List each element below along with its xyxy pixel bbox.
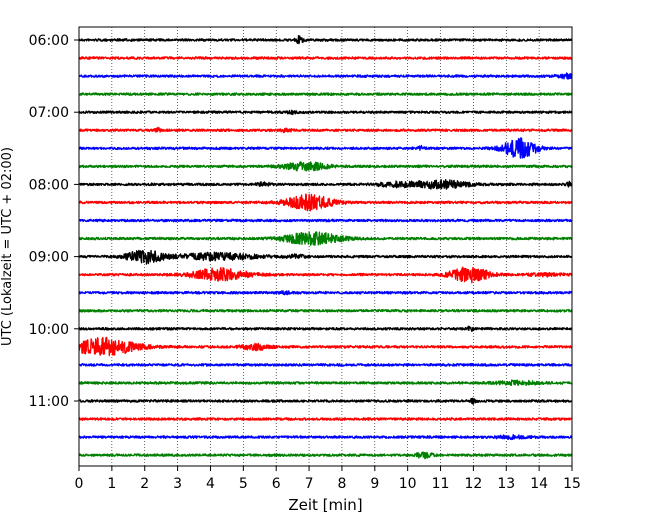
x-tick-label: 7 [305, 476, 314, 492]
seismic-trace-0745 [78, 161, 573, 172]
y-tick-label: 06:00 [29, 33, 69, 49]
seismic-trace-1115 [78, 417, 573, 421]
x-tick-label: 12 [464, 476, 482, 492]
seismic-trace-1000 [78, 325, 573, 332]
seismic-trace-1100 [78, 397, 573, 405]
x-tick-label: 13 [497, 476, 515, 492]
y-tick-label: 07:00 [29, 105, 69, 121]
trace-group [78, 35, 573, 460]
x-tick-label: 9 [370, 476, 379, 492]
x-axis-title: Zeit [min] [288, 496, 362, 514]
seismic-trace-0700 [78, 109, 573, 116]
grid-lines [111, 27, 540, 466]
seismic-trace-1015 [78, 336, 573, 357]
x-tick-label: 4 [206, 476, 215, 492]
x-tick-label: 1 [107, 476, 116, 492]
seismic-trace-0600 [78, 35, 573, 45]
seismic-trace-0630 [78, 72, 573, 80]
y-tick-label: 09:00 [29, 250, 69, 266]
seismic-trace-0945 [78, 308, 573, 313]
x-tick-label: 0 [75, 476, 84, 492]
x-tick-label: 8 [337, 476, 346, 492]
seismic-trace-0615 [78, 56, 573, 60]
seismic-trace-0900 [78, 249, 573, 265]
x-tick-label: 6 [272, 476, 281, 492]
seismic-trace-0645 [78, 92, 573, 97]
y-tick-label: 08:00 [29, 177, 69, 193]
y-axis-ticks: 06:00 07:00 08:00 09:00 10:00 11:00 [29, 33, 79, 410]
y-axis-title: UTC (Lokalzeit = UTC + 02:00) [0, 147, 15, 346]
y-tick-label: 11:00 [29, 394, 69, 410]
seismic-trace-0730 [78, 137, 573, 159]
seismic-trace-0845 [78, 231, 573, 247]
seismic-trace-0915 [78, 266, 573, 284]
x-tick-label: 10 [399, 476, 417, 492]
seismic-trace-0815 [78, 193, 573, 212]
seismic-trace-0830 [78, 218, 573, 223]
x-tick-label: 2 [140, 476, 149, 492]
x-tick-label: 14 [530, 476, 548, 492]
seismic-trace-1045 [78, 379, 573, 387]
seismic-trace-1145 [78, 451, 573, 460]
plot-frame [78, 26, 573, 467]
x-tick-label: 15 [563, 476, 581, 492]
seismic-trace-0715 [78, 126, 573, 134]
x-axis-ticks: 0 1 2 3 4 5 6 7 8 9 10 11 12 13 14 15 [75, 466, 581, 492]
seismic-trace-0930 [78, 290, 573, 296]
seismic-trace-1030 [78, 362, 573, 367]
seismic-trace-1130 [78, 434, 573, 441]
seismic-trace-0800 [78, 179, 573, 190]
x-tick-label: 3 [173, 476, 182, 492]
x-tick-label: 11 [432, 476, 450, 492]
y-tick-label: 10:00 [29, 322, 69, 338]
x-tick-label: 5 [239, 476, 248, 492]
